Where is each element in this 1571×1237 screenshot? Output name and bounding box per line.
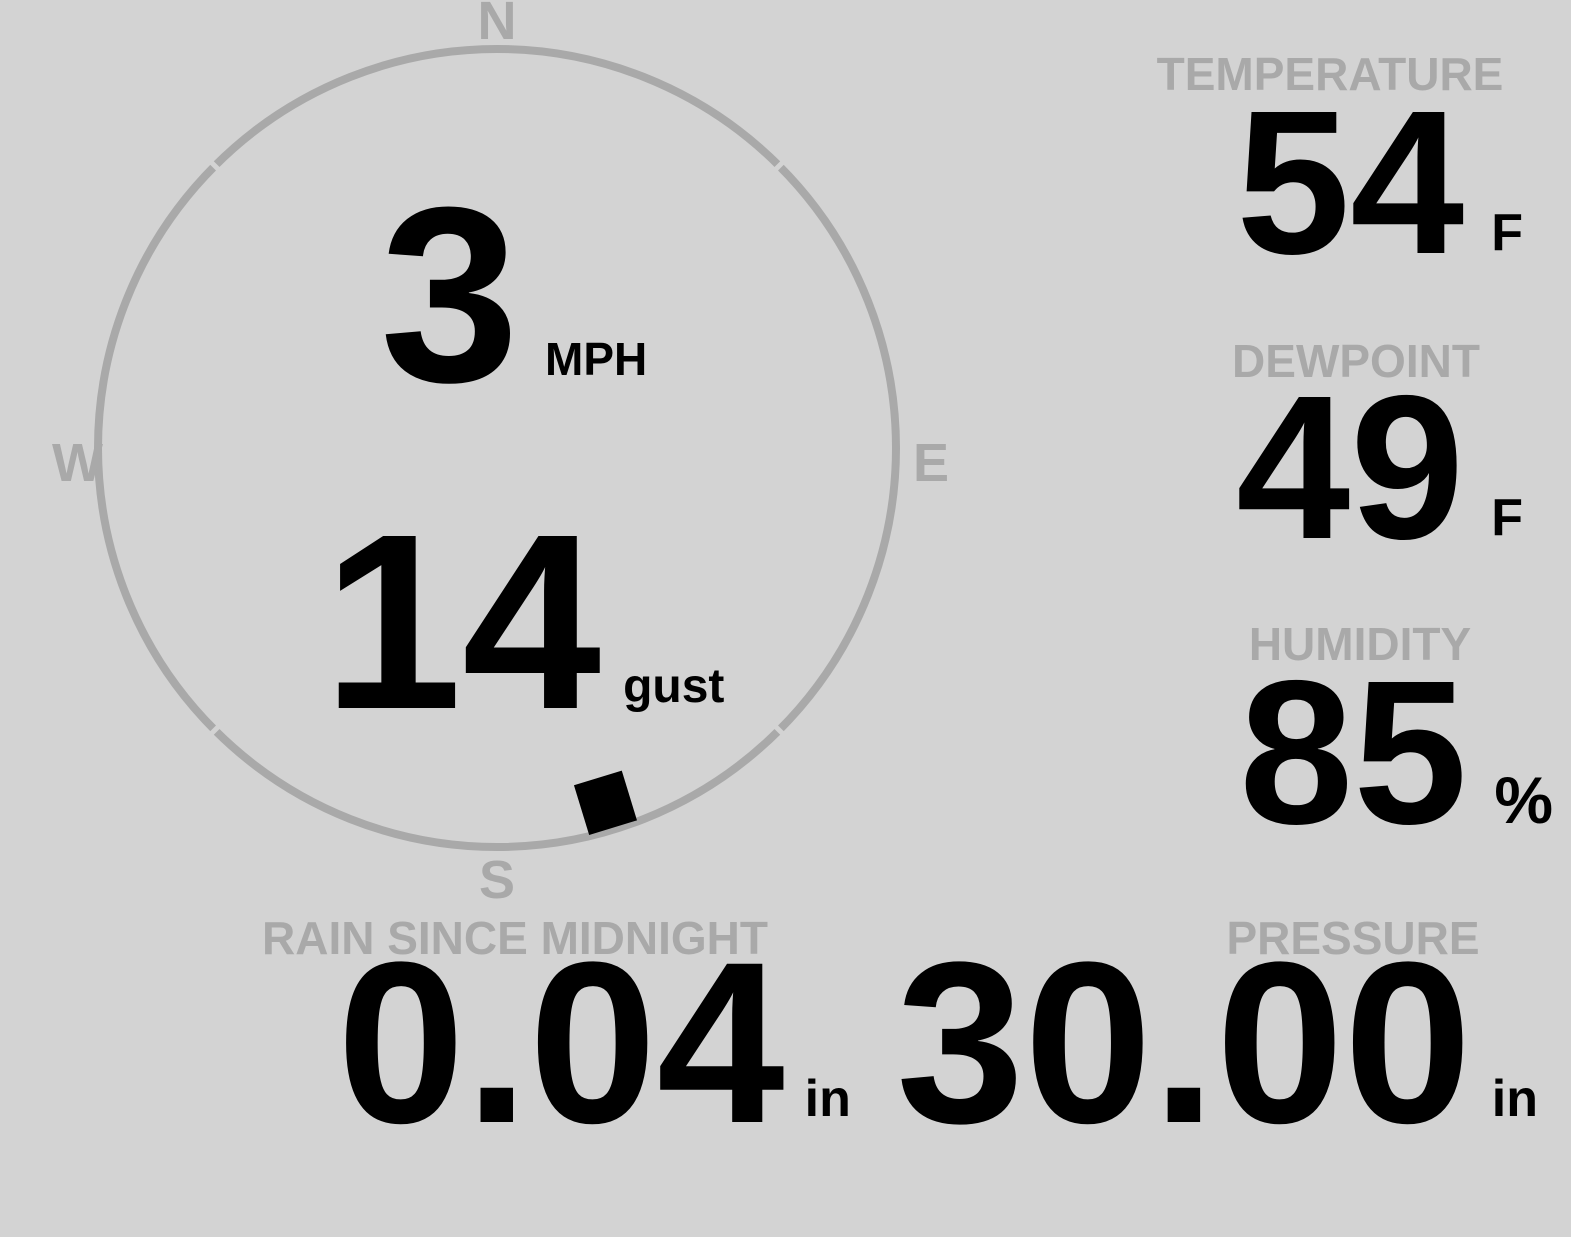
compass-notch-ne [769,156,789,176]
temperature-label: TEMPERATURE [1156,48,1504,100]
pressure-label: PRESSURE [1226,912,1480,964]
compass-label-west: W [52,433,103,493]
wind-compass-gauge: N E S W 3 MPH 14 gust [52,0,949,907]
compass-intercardinal-notches [205,156,789,740]
compass-notch-nw [205,156,225,176]
wind-gust-unit: gust [623,660,725,713]
compass-label-south: S [478,850,516,910]
humidity-label: HUMIDITY [1248,618,1472,670]
compass-ring-svg [94,45,900,851]
temperature-reading: 54 F [1236,80,1523,285]
compass-ring [94,45,900,851]
wind-speed-reading: 3 MPH [380,170,647,420]
compass-label-north: N [477,0,517,51]
wind-gust-value: 14 [323,482,602,761]
pressure-unit: in [1491,1070,1538,1128]
rain-value: 0.04 [337,914,785,1171]
dewpoint-reading: 49 F [1236,365,1523,570]
temperature-value: 54 [1236,68,1465,297]
rain-reading: 0.04 in [337,928,851,1158]
rain-label: RAIN SINCE MIDNIGHT [262,912,768,964]
wind-speed-value: 3 [380,155,520,434]
rain-unit: in [804,1070,851,1128]
humidity-value: 85 [1239,638,1468,867]
humidity-reading: 85 % [1239,650,1553,855]
compass-notch-se [769,720,789,740]
pressure-reading: 30.00 in [896,928,1538,1158]
dewpoint-value: 49 [1236,353,1465,582]
wind-speed-unit: MPH [545,333,648,385]
dewpoint-unit: F [1491,489,1523,547]
compass-notch-sw [205,720,225,740]
dewpoint-label: DEWPOINT [1232,335,1480,387]
humidity-unit: % [1494,763,1553,837]
pressure-value: 30.00 [896,914,1472,1171]
wind-direction-marker [573,770,637,835]
temperature-unit: F [1491,204,1523,262]
compass-label-east: E [913,433,950,493]
wind-gust-reading: 14 gust [323,497,724,747]
